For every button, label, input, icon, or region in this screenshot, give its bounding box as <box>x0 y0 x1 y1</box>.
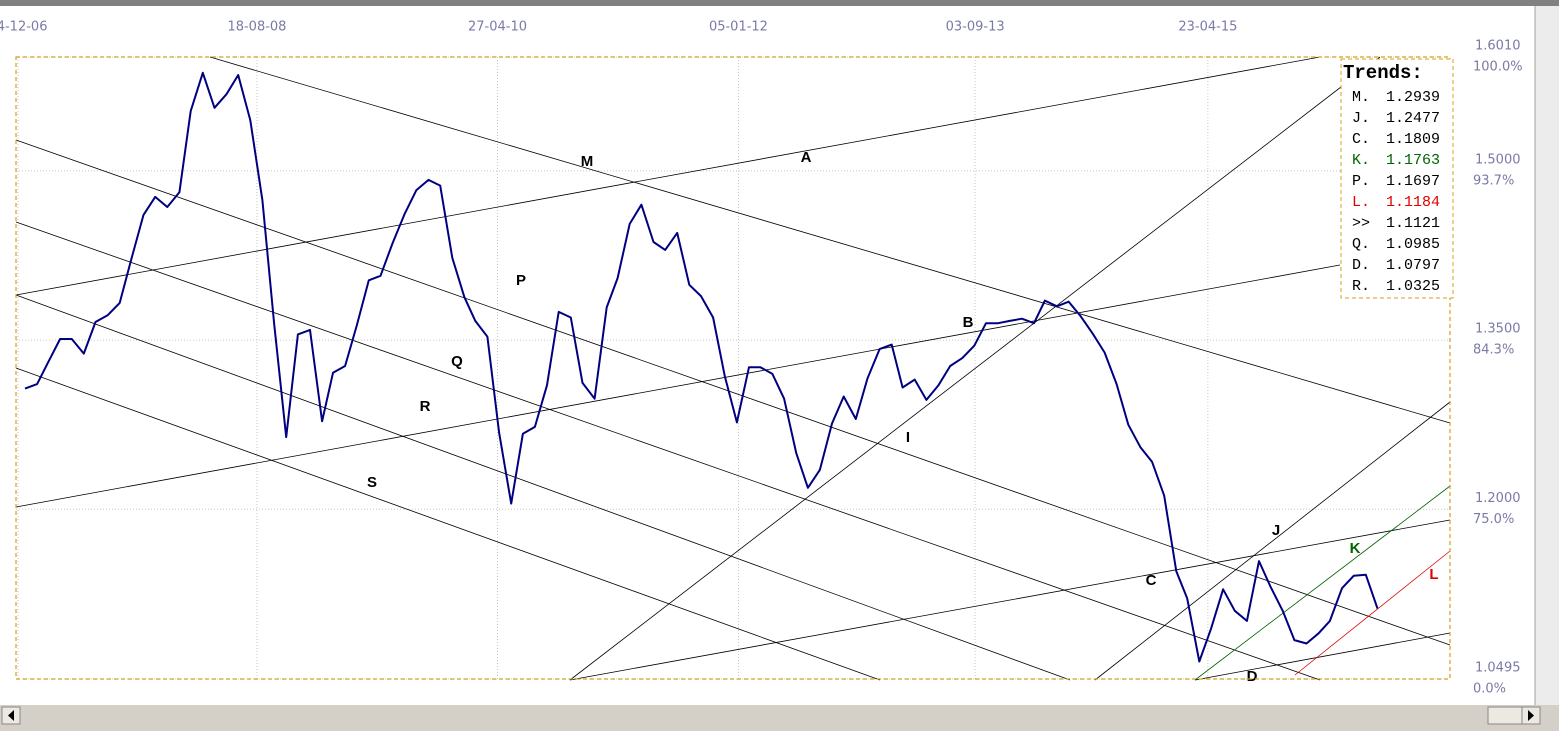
trend-line <box>569 519 1451 681</box>
trend-line <box>15 294 1071 681</box>
scroll-thumb[interactable] <box>1487 706 1523 725</box>
trend-lines <box>15 56 1451 681</box>
legend: Trends: M. 1.2939 J. 1.2477 C. 1.1809 K. 1.1763 P… <box>1340 58 1454 299</box>
trend-label: S <box>367 474 377 491</box>
price-line <box>24 71 1379 663</box>
y-tick-label: 1.5000 <box>1475 152 1521 167</box>
plot-border <box>15 56 1451 680</box>
trend-line <box>1294 550 1451 676</box>
y-tick-percent: 84.3% <box>1473 343 1514 358</box>
right-panel <box>1535 6 1559 731</box>
trend-label: I <box>906 429 910 446</box>
legend-name: C. <box>1352 131 1370 148</box>
y-tick-label: 1.2000 <box>1475 491 1521 506</box>
trend-label: R <box>420 398 431 415</box>
legend-name: P. <box>1352 173 1370 190</box>
trend-line <box>1094 401 1451 681</box>
y-tick-label: 1.3500 <box>1475 322 1521 337</box>
x-tick-label: 05-01-12 <box>709 20 768 35</box>
trend-line <box>15 264 1341 508</box>
y-tick-percent: 93.7% <box>1473 173 1514 188</box>
legend-name: D. <box>1352 257 1370 274</box>
trend-label: L <box>1429 566 1438 583</box>
x-tick-label: 18-08-08 <box>227 20 286 35</box>
scrollbar[interactable] <box>0 705 1559 731</box>
trend-label: K <box>1350 540 1361 557</box>
scroll-right-arrow <box>1528 710 1534 721</box>
legend-value: 1.1697 <box>1386 173 1440 190</box>
trend-line <box>15 56 1321 296</box>
legend-value: 1.0325 <box>1386 278 1440 295</box>
x-tick-label: 14-12-06 <box>0 20 47 35</box>
window-top-border <box>0 0 1559 6</box>
y-tick-label: 1.6010 <box>1475 39 1521 54</box>
legend-value: 1.0985 <box>1386 236 1440 253</box>
scrollbar-track <box>0 705 1559 731</box>
trend-label: P <box>516 272 526 289</box>
legend-value: 1.1763 <box>1386 152 1440 169</box>
y-tick-percent: 100.0% <box>1473 60 1523 75</box>
y-tick-percent: 75.0% <box>1473 512 1514 527</box>
legend-value: 1.2477 <box>1386 110 1440 127</box>
legend-name: R. <box>1352 278 1370 295</box>
scroll-left-arrow <box>8 710 14 721</box>
legend-value: 1.1121 <box>1386 215 1440 232</box>
trend-label: D <box>1247 668 1258 685</box>
y-tick-label: 1.0495 <box>1475 661 1521 676</box>
legend-name: K. <box>1352 152 1370 169</box>
trend-label: B <box>963 314 974 331</box>
trend-line <box>15 221 1321 681</box>
legend-name: J. <box>1352 110 1370 127</box>
trend-line <box>569 56 1381 681</box>
trend-label: A <box>801 149 812 166</box>
trend-line <box>15 139 1451 646</box>
trend-label: Q <box>451 353 463 370</box>
trend-line <box>15 367 881 681</box>
legend-value: 1.0797 <box>1386 257 1440 274</box>
legend-name: Q. <box>1352 236 1370 253</box>
legend-name: L. <box>1352 194 1370 211</box>
legend-value: 1.2939 <box>1386 89 1440 106</box>
trend-label: M <box>581 153 594 170</box>
trend-line <box>1194 632 1451 681</box>
legend-value: 1.1184 <box>1386 194 1440 211</box>
trend-line <box>209 56 1451 424</box>
trend-label: C <box>1146 572 1157 589</box>
plot: A B C D I J K L M P Q R S <box>24 71 1439 685</box>
trend-line <box>1194 485 1451 681</box>
legend-box <box>1340 58 1454 299</box>
x-tick-label: 23-04-15 <box>1178 20 1237 35</box>
legend-name: >> <box>1352 215 1370 232</box>
x-tick-label: 03-09-13 <box>946 20 1005 35</box>
legend-name: M. <box>1352 89 1370 106</box>
legend-title: Trends: <box>1343 62 1423 84</box>
legend-value: 1.1809 <box>1386 131 1440 148</box>
trend-label: J <box>1272 522 1280 539</box>
y-tick-percent: 0.0% <box>1473 682 1506 697</box>
x-tick-label: 27-04-10 <box>468 20 527 35</box>
